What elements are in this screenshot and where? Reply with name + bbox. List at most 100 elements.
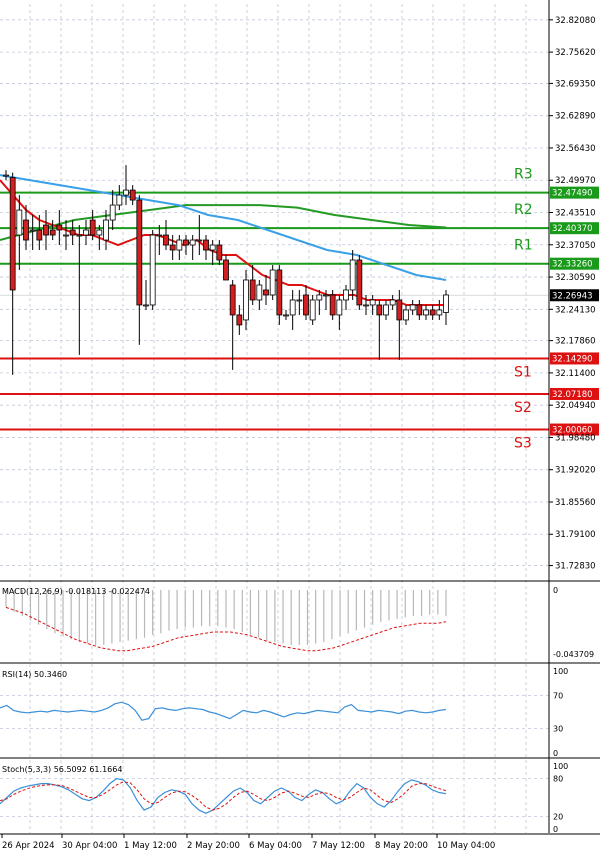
level-price-label: 32.47490 <box>552 189 593 199</box>
candle-body <box>149 234 156 306</box>
level-price-label: 32.07180 <box>552 390 593 400</box>
level-name-r3: R3 <box>514 167 533 183</box>
candle-body <box>229 284 236 316</box>
candle-body <box>223 259 229 281</box>
rsi-tick-label: 30 <box>553 724 563 733</box>
time-label: 26 Apr 2024 <box>2 841 55 851</box>
candle-body <box>263 289 269 296</box>
candle-body <box>389 299 396 306</box>
price-tick-label: 32.24130 <box>555 305 596 315</box>
price-tick-label: 31.72830 <box>555 562 596 572</box>
price-axis: 32.82080 32.75620 32.69350 32.62890 32.56430… <box>0 0 600 835</box>
candle-body <box>43 224 49 236</box>
stoch-tick-label: 0 <box>553 825 558 834</box>
candle-body <box>443 294 449 313</box>
candle-body <box>116 194 123 206</box>
candle-body <box>383 304 389 316</box>
price-tick-label: 32.17860 <box>555 337 596 347</box>
rsi-tick-label: 70 <box>553 692 563 701</box>
time-axis: 26 Apr 2024 30 Apr 04:00 1 May 12:00 2 May … <box>1 834 495 851</box>
candle-body <box>329 294 336 316</box>
candle-body <box>56 224 63 231</box>
macd-tick-label: -0.043709 <box>553 650 594 659</box>
candle-body <box>349 259 356 291</box>
candle-body <box>256 284 263 301</box>
candle-body <box>203 239 209 251</box>
stoch-legend: Stoch(5,3,3) 56.5092 61.1664 <box>2 765 122 774</box>
rsi-legend: RSI(14) 50.3460 <box>2 670 67 679</box>
stoch-signal-line <box>0 781 447 811</box>
candle-body <box>129 189 136 201</box>
stoch-tick-label: 20 <box>553 812 563 821</box>
stoch-tick-label: 80 <box>553 775 563 784</box>
time-label: 6 May 04:00 <box>249 841 302 851</box>
candle-body <box>363 304 369 307</box>
candle-body <box>9 177 16 291</box>
level-price-tag <box>550 186 599 199</box>
price-tick-label: 32.56430 <box>555 144 596 154</box>
level-price-tag <box>550 352 599 365</box>
level-price-label: 32.00060 <box>552 426 593 436</box>
candle-body <box>209 244 216 251</box>
price-tick-label: 32.30590 <box>555 273 596 283</box>
candle-body <box>183 239 189 246</box>
indicator-legends: MACD(12,26,9) -0.018113 -0.022474 RSI(14)… <box>2 587 150 774</box>
price-tick-label: 31.98480 <box>555 433 596 443</box>
candle-body <box>283 314 289 317</box>
ma-mid-line <box>0 174 447 281</box>
time-label: 10 May 04:00 <box>437 841 495 851</box>
candle-body <box>269 269 276 296</box>
level-name-s2: S2 <box>514 400 532 416</box>
candle-body <box>3 174 9 177</box>
time-label: 1 May 12:00 <box>124 841 177 851</box>
indicator-panes <box>0 590 549 817</box>
last-price-label: 32.26943 <box>552 291 593 301</box>
candle-body <box>429 309 436 316</box>
rsi-tick-label: 100 <box>553 667 568 676</box>
stoch-main-line <box>0 777 447 814</box>
price-tick-label: 32.75620 <box>555 48 596 58</box>
candle-body <box>296 299 303 302</box>
price-tick-label: 31.92020 <box>555 466 596 476</box>
candle-body <box>316 294 323 301</box>
ma-fast-line <box>0 179 446 306</box>
rsi-tick-label: 0 <box>553 749 558 758</box>
candle-body <box>36 229 43 241</box>
candle-body <box>23 219 29 241</box>
candle-body <box>376 304 383 316</box>
candle-body <box>63 234 69 237</box>
time-label: 30 Apr 04:00 <box>62 841 117 851</box>
price-tick-label: 32.37050 <box>555 241 596 251</box>
pivot-levels: R3 32.47490 R2 32.40370 R1 32.33260 S1 32.14290… <box>0 167 599 452</box>
candle-body <box>409 304 416 311</box>
candle-body <box>289 299 296 316</box>
stoch-tick-label: 100 <box>553 762 568 771</box>
candle-body <box>143 304 149 307</box>
ma-slow-line <box>0 204 447 241</box>
level-name-s1: S1 <box>514 364 532 380</box>
grid <box>0 4 549 833</box>
candles <box>3 165 449 375</box>
price-tick-label: 32.43510 <box>555 209 596 219</box>
level-price-tag <box>550 423 599 436</box>
candle-body <box>323 294 329 297</box>
price-tick-label: 32.82080 <box>555 16 596 26</box>
time-label: 2 May 20:00 <box>187 841 240 851</box>
price-tick-label: 32.11400 <box>555 369 596 379</box>
candle-body <box>196 239 203 242</box>
candle-body <box>343 289 349 301</box>
price-tick-label: 32.69350 <box>555 79 596 89</box>
candle-body <box>416 304 423 316</box>
price-tick-label: 31.79100 <box>555 530 596 540</box>
candle-body <box>189 239 196 246</box>
price-tick-label: 32.04940 <box>555 401 596 411</box>
level-price-tag <box>550 257 599 270</box>
candle-body <box>89 219 96 236</box>
macd-signal-line <box>5 606 447 652</box>
level-name-r2: R2 <box>514 202 533 218</box>
candle-body <box>236 314 243 326</box>
level-price-tag <box>550 222 599 235</box>
level-price-label: 32.14290 <box>552 354 593 364</box>
